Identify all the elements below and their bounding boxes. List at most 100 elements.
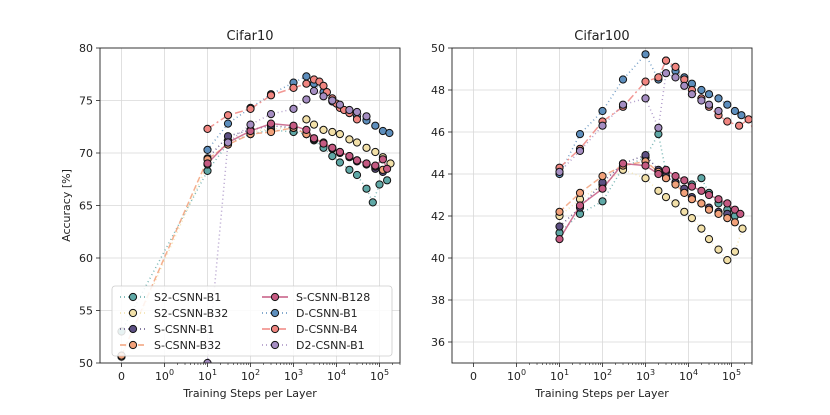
point-s2-csnn-b32 — [738, 224, 747, 233]
point-d-csnn-b4 — [352, 115, 362, 124]
point-d-csnn-b1 — [385, 128, 394, 138]
point-d-csnn-b1 — [641, 50, 650, 59]
point-s-csnn-b128 — [661, 165, 671, 174]
point-s2-csnn-b32 — [697, 224, 706, 233]
point-s2-csnn-b32 — [302, 115, 311, 124]
point-s2-csnn-b32 — [641, 174, 650, 183]
y-tick-label: 44 — [431, 168, 445, 181]
plot-area — [117, 72, 395, 363]
point-s-csnn-b128 — [671, 172, 680, 181]
point-d-csnn-b1 — [371, 121, 380, 130]
y-tick-label: 46 — [431, 126, 445, 139]
y-tick-label: 38 — [431, 294, 445, 307]
point-s-csnn-b1 — [555, 222, 564, 231]
x-tick-label: 103 — [284, 368, 303, 383]
point-d-csnn-b1 — [723, 100, 732, 109]
y-tick-label: 75 — [79, 95, 93, 108]
point-s-csnn-b128 — [266, 119, 276, 128]
point-s-csnn-b128 — [335, 147, 344, 157]
point-d2-csnn-b1 — [555, 167, 564, 176]
point-s2-csnn-b1 — [598, 197, 607, 206]
point-s-csnn-b128 — [289, 121, 298, 130]
point-d2-csnn-b1 — [697, 96, 706, 105]
series-line-s-csnn-b128 — [206, 122, 388, 170]
point-s-csnn-b128 — [371, 161, 380, 170]
point-s2-csnn-b1 — [368, 198, 377, 207]
point-s-csnn-b32 — [723, 214, 732, 223]
point-s2-csnn-b32 — [723, 256, 732, 265]
point-s-csnn-b32 — [575, 188, 585, 197]
point-d-csnn-b4 — [654, 73, 663, 82]
point-s-csnn-b128 — [654, 169, 663, 179]
x-tick-label: 105 — [370, 368, 389, 383]
point-s-csnn-b128 — [328, 143, 337, 152]
point-s2-csnn-b1 — [697, 174, 706, 183]
point-s2-csnn-b1 — [335, 158, 344, 167]
point-d-csnn-b4 — [641, 77, 650, 86]
point-d2-csnn-b1 — [328, 96, 337, 105]
series-line-d-csnn-b1 — [558, 52, 742, 175]
x-tick-label: 0 — [470, 370, 477, 383]
x-tick-label: 102 — [593, 368, 612, 383]
legend-marker-s2-csnn-b1 — [128, 292, 138, 302]
point-s-csnn-b128 — [302, 125, 311, 134]
legend-label: S-CSNN-B32 — [154, 339, 221, 352]
point-d-csnn-b4 — [661, 56, 671, 65]
point-d2-csnn-b1 — [575, 146, 585, 155]
point-d-csnn-b1 — [302, 72, 311, 81]
point-s2-csnn-b32 — [328, 127, 337, 137]
point-s-csnn-b128 — [714, 195, 723, 204]
point-d-csnn-b4 — [289, 83, 298, 93]
point-s2-csnn-b32 — [704, 235, 714, 244]
point-d2-csnn-b1 — [362, 112, 371, 121]
point-d-csnn-b4 — [735, 121, 744, 130]
point-s-csnn-b128 — [203, 159, 212, 168]
x-tick-label: 102 — [241, 368, 260, 383]
legend-label: S-CSNN-B1 — [154, 323, 214, 336]
legend-label: S-CSNN-B128 — [296, 291, 370, 304]
point-d2-csnn-b1 — [289, 104, 298, 114]
point-s2-csnn-b32 — [345, 135, 354, 144]
point-d-csnn-b4 — [223, 111, 233, 120]
point-d-csnn-b1 — [575, 130, 585, 139]
point-d-csnn-b4 — [266, 91, 276, 100]
point-s-csnn-b128 — [736, 209, 745, 218]
legend-marker-d-csnn-b1 — [270, 308, 280, 318]
point-d-csnn-b1 — [730, 106, 740, 116]
point-d2-csnn-b1 — [704, 100, 714, 109]
point-d2-csnn-b1 — [687, 90, 697, 99]
x-tick-label: 103 — [636, 368, 655, 383]
point-s2-csnn-b32 — [661, 193, 671, 202]
point-d2-csnn-b1 — [309, 86, 319, 96]
point-d2-csnn-b1 — [352, 107, 362, 117]
y-tick-label: 42 — [431, 210, 445, 223]
point-s2-csnn-b1 — [352, 170, 362, 180]
point-d-csnn-b1 — [714, 94, 723, 103]
point-s2-csnn-b32 — [362, 143, 371, 152]
legend-label: S2-CSNN-B1 — [154, 291, 221, 304]
point-d2-csnn-b1 — [598, 121, 607, 130]
point-s-csnn-b128 — [378, 155, 387, 164]
point-s-csnn-b128 — [309, 134, 319, 143]
y-tick-label: 48 — [431, 84, 445, 97]
point-d-csnn-b1 — [598, 106, 607, 116]
point-s2-csnn-b1 — [383, 176, 392, 185]
point-s2-csnn-b32 — [352, 138, 362, 147]
point-d2-csnn-b1 — [654, 123, 663, 132]
legend-label: D2-CSNN-B1 — [296, 339, 365, 352]
point-s2-csnn-b32 — [371, 147, 380, 157]
x-tick-label: 101 — [198, 368, 217, 383]
plot-area — [555, 50, 752, 265]
y-tick-label: 55 — [79, 305, 93, 318]
point-d-csnn-b4 — [744, 115, 752, 124]
legend-marker-s-csnn-b32 — [128, 340, 138, 350]
point-s2-csnn-b32 — [730, 247, 740, 256]
point-d-csnn-b1 — [704, 90, 714, 99]
cifar100-panel: 0 100 101 102 103 104 105 36 38 40 42 44 46 48 50 Cifar… — [431, 29, 753, 400]
point-s-csnn-b32 — [714, 209, 723, 218]
point-d-csnn-b4 — [319, 81, 328, 90]
point-s2-csnn-b32 — [671, 199, 680, 208]
x-axis-label: Training Steps per Layer — [534, 387, 669, 400]
legend-label: D-CSNN-B1 — [296, 307, 358, 320]
